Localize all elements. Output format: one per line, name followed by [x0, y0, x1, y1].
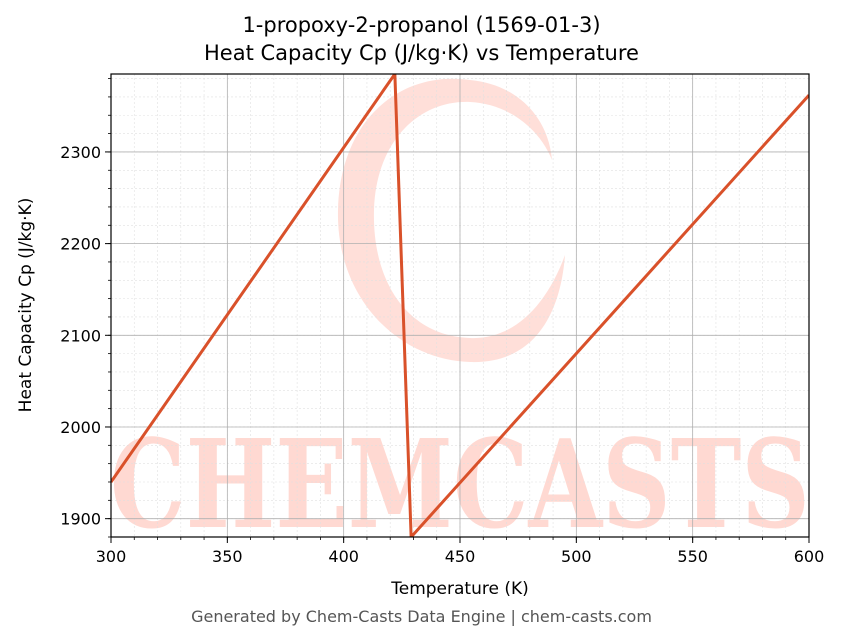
x-tick-label: 600 [794, 547, 825, 566]
series-layer [111, 74, 809, 537]
x-tick-label: 400 [328, 547, 359, 566]
x-tick-label: 550 [677, 547, 708, 566]
x-tick-label: 450 [445, 547, 476, 566]
y-axis-label: Heat Capacity Cp (J/kg·K) [16, 198, 36, 413]
x-tick-label: 350 [212, 547, 243, 566]
x-tick-label: 500 [561, 547, 592, 566]
y-tick-label: 2000 [60, 418, 101, 437]
footer-credit: Generated by Chem-Casts Data Engine | ch… [191, 607, 652, 626]
chart-title-line-2: Heat Capacity Cp (J/kg·K) vs Temperature [204, 41, 639, 65]
x-axis-label: Temperature (K) [390, 579, 529, 599]
watermark-swoosh-icon [337, 78, 565, 363]
chart-title-line-1: 1-propoxy-2-propanol (1569-01-3) [242, 13, 601, 37]
x-tick-label: 300 [96, 547, 127, 566]
y-tick-label: 2200 [60, 235, 101, 254]
x-axis-ticks: 300 350 400 450 500 550 600 [96, 537, 825, 566]
y-tick-label: 2100 [60, 326, 101, 345]
y-tick-label: 2300 [60, 143, 101, 162]
series-line [111, 74, 809, 537]
y-axis-ticks: 1900 2000 2100 2200 2300 [60, 78, 111, 538]
y-tick-label: 1900 [60, 510, 101, 529]
